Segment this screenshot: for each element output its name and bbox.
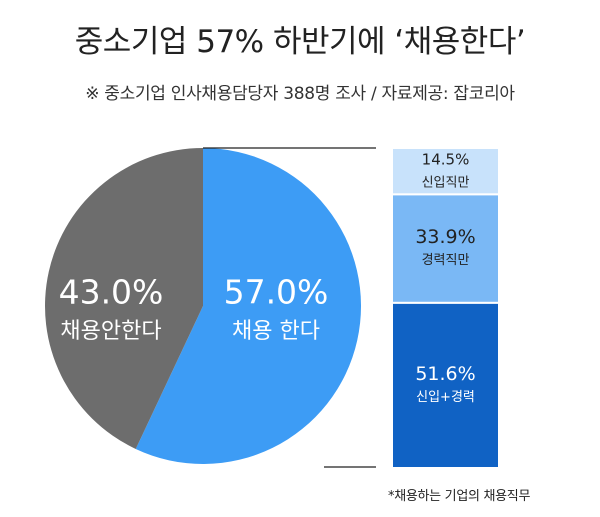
bar-category-label-new-and-experienced: 신입+경력 [416,390,475,405]
bar-segment-new-and-experienced [391,301,500,469]
bar-category-label-new-only: 신입직만 [422,176,470,191]
bar-segment-new-only [391,147,500,196]
pie-slice-no-hire [45,148,203,449]
chart-subtitle: ※ 중소기업 인사채용담당자 388명 조사 / 자료제공: 잡코리아 [85,84,515,104]
pie-value-label-hire: 57.0% [224,273,329,312]
pie-slice-hire [135,148,362,464]
pie-category-label-hire: 채용 한다 [232,319,320,344]
chart-title: 중소기업 57% 하반기에 ‘채용한다’ [74,24,526,60]
bar-value-label-new-and-experienced: 51.6% [415,363,475,385]
bar-value-label-new-only: 14.5% [422,151,470,169]
pie-value-label-no-hire: 43.0% [59,273,164,312]
bar-value-label-experienced-only: 33.9% [415,226,475,248]
bar-segment-experienced-only [391,193,500,304]
pie-category-label-no-hire: 채용안한다 [60,319,161,344]
bar-category-label-experienced-only: 경력직만 [422,253,470,268]
footnote: *채용하는 기업의 채용직무 [388,489,531,504]
